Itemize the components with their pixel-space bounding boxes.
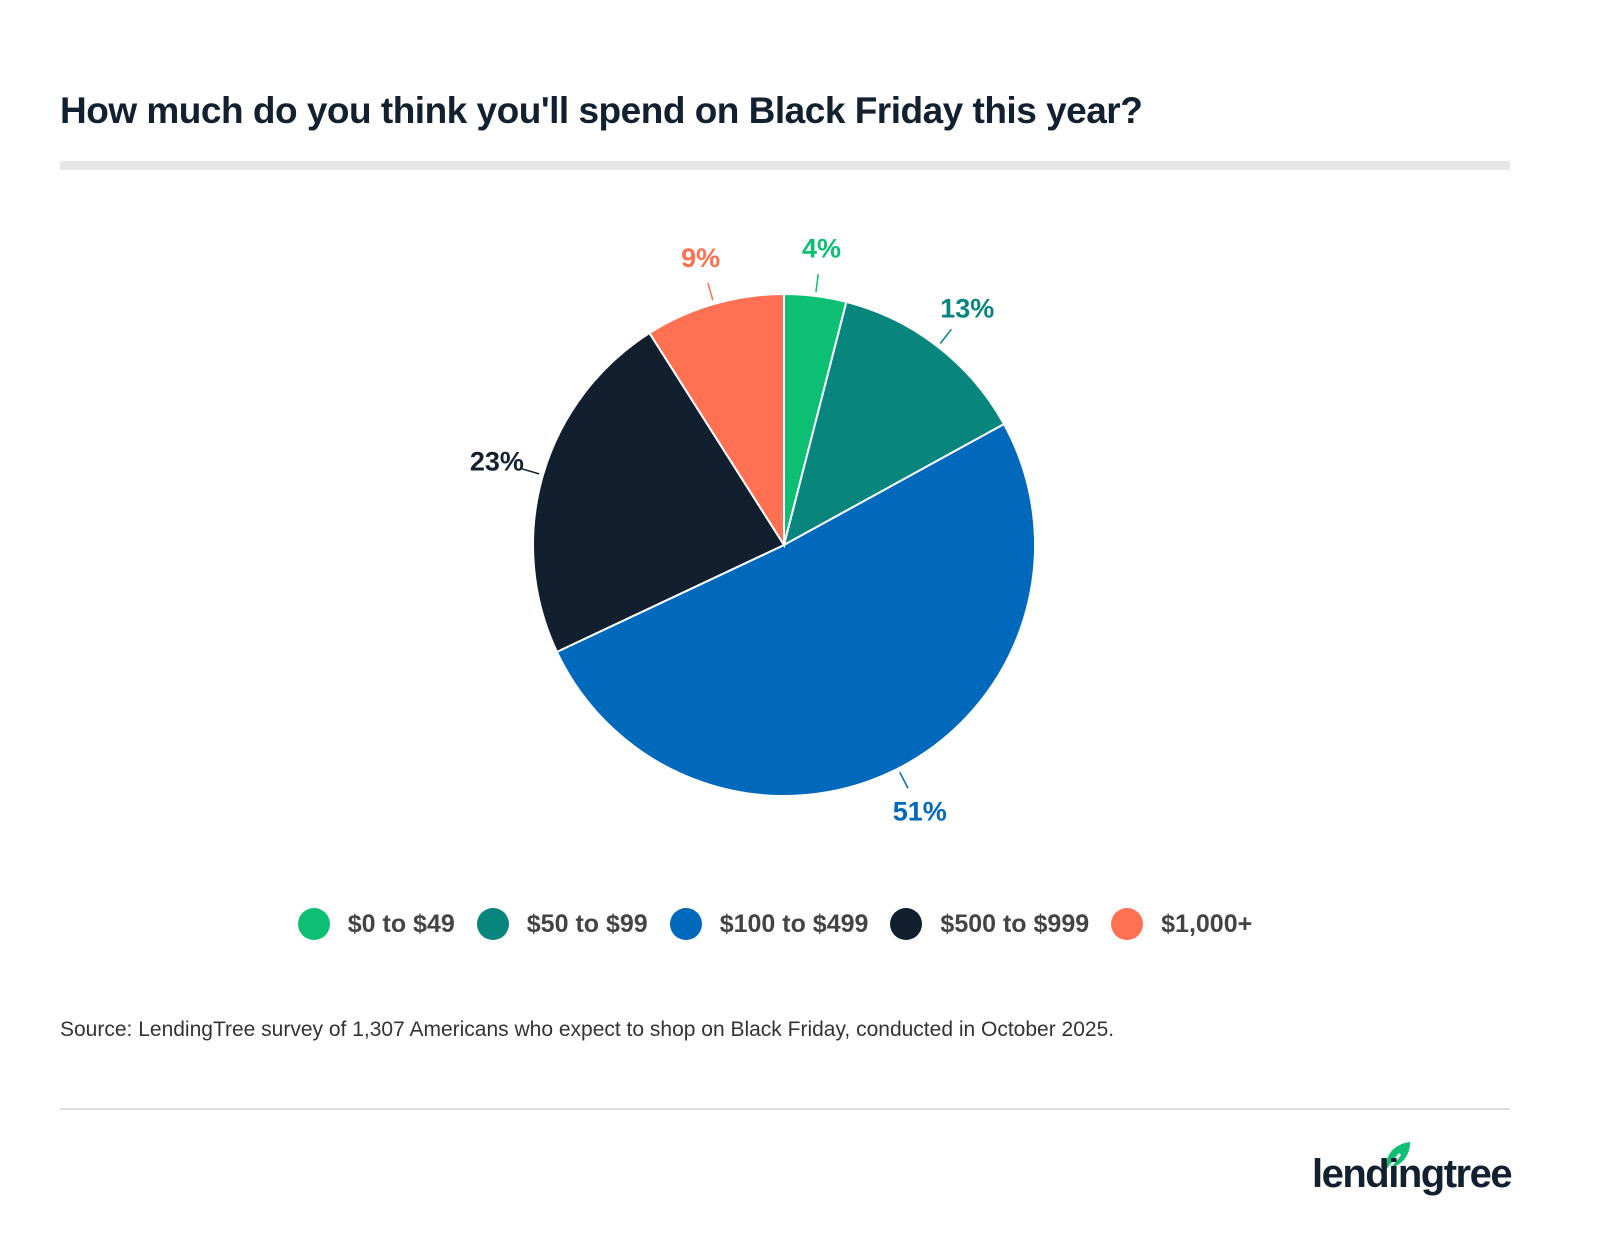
legend-label: $50 to $99 <box>526 909 648 938</box>
chart-title: How much do you think you'll spend on Bl… <box>60 90 1143 131</box>
legend-swatch <box>890 908 923 940</box>
pie-slice <box>782 300 1006 547</box>
data-label: 23% <box>470 447 524 477</box>
legend-swatch <box>297 908 330 940</box>
data-label: 4% <box>802 233 841 263</box>
legend-item: $500 to $999 <box>890 908 1089 940</box>
legend-label: $100 to $499 <box>719 909 869 938</box>
legend-label: $500 to $999 <box>940 909 1090 938</box>
legend-swatch <box>1111 908 1144 940</box>
legend-swatch <box>476 908 509 940</box>
data-label: 9% <box>681 243 720 273</box>
pie-chart: 4% 13% 51% 23% 9% <box>470 233 1036 826</box>
leaf-icon <box>1384 1142 1410 1173</box>
legend-item: $1,000+ <box>1111 908 1252 940</box>
leader-line <box>899 771 909 789</box>
source-note: Source: LendingTree survey of 1,307 Amer… <box>60 1018 1115 1041</box>
legend-item: $100 to $499 <box>669 908 869 940</box>
data-label: 13% <box>940 294 994 324</box>
divider <box>60 1108 1510 1110</box>
logo-text: lendingtree <box>1312 1152 1513 1196</box>
legend-item: $0 to $49 <box>297 908 455 940</box>
leader-line <box>707 282 714 301</box>
legend-label: $1,000+ <box>1161 909 1253 938</box>
pie-slice <box>555 422 1036 797</box>
data-label: 51% <box>893 796 947 826</box>
leader-line <box>815 274 819 293</box>
leader-line <box>939 328 952 344</box>
legend-item: $50 to $99 <box>476 908 648 940</box>
leader-line <box>521 468 540 475</box>
lendingtree-logo: lendingtree <box>1312 1138 1513 1200</box>
pie-slice <box>648 292 785 549</box>
pie-slice <box>532 331 786 654</box>
divider <box>60 161 1510 170</box>
legend-label: $0 to $49 <box>347 909 455 938</box>
legend-swatch <box>669 908 702 940</box>
legend: $0 to $49 $50 to $99 $100 to $499 $500 to $… <box>0 908 1550 940</box>
